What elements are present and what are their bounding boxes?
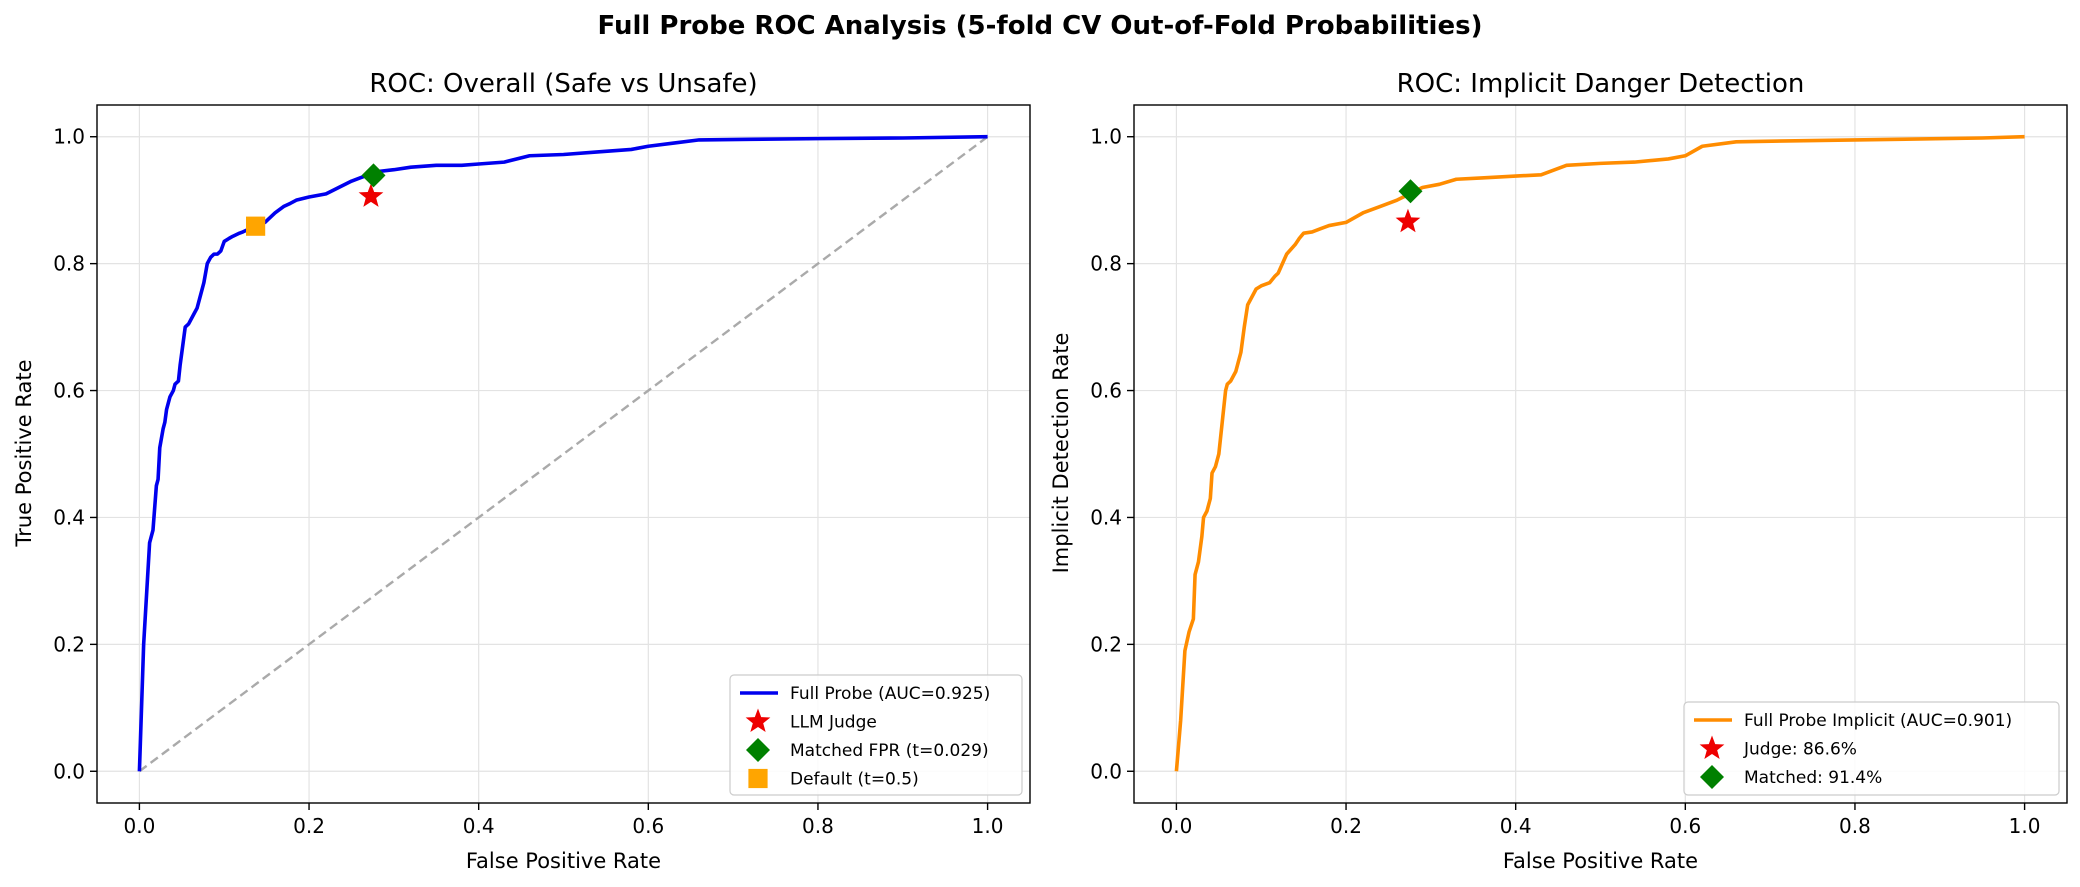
legend-star-swatch xyxy=(1699,735,1725,760)
x-tick-label: 1.0 xyxy=(2009,814,2041,838)
y-tick-label: 0.6 xyxy=(1090,379,1122,403)
y-tick-label: 0.6 xyxy=(53,379,85,403)
y-tick-label: 0.2 xyxy=(53,632,85,656)
diagonal-reference-line xyxy=(138,135,989,773)
grid-implicit xyxy=(1134,105,2067,803)
legend-box xyxy=(729,674,1023,796)
chart-overall-roc: ROC: Overall (Safe vs Unsafe) False Posi… xyxy=(12,69,1031,873)
point-diamond-2 xyxy=(1398,179,1423,204)
x-tick-label: 0.4 xyxy=(463,814,495,838)
legend-diamond-swatch xyxy=(746,738,770,762)
ticks-overall: 0.0 0.2 0.4 0.6 0.8 1.0 0.0 0.2 0.4 0.6 0.8 1.0 xyxy=(53,104,1031,838)
chart-title-implicit: ROC: Implicit Danger Detection xyxy=(1397,69,1805,99)
x-tick-label: 0.6 xyxy=(632,814,664,838)
legend-label: Matched: 91.4% xyxy=(1744,768,1882,788)
x-tick-label: 0.8 xyxy=(802,814,834,838)
legend-label: Matched FPR (t=0.029) xyxy=(790,741,989,761)
y-tick-label: 0.8 xyxy=(1090,252,1122,276)
y-tick-label: 0.4 xyxy=(53,505,85,529)
y-tick-label: 0.0 xyxy=(1090,759,1122,783)
legend-label: LLM Judge xyxy=(790,713,877,733)
axes-frame xyxy=(1133,104,2068,804)
chart-implicit-roc: ROC: Implicit Danger Detection False Pos… xyxy=(1049,69,2068,873)
legend-label: Full Probe Implicit (AUC=0.901) xyxy=(1744,711,2012,731)
y-axis-label-implicit: Implicit Detection Rate xyxy=(1049,333,1073,574)
y-tick-label: 1.0 xyxy=(53,125,85,149)
x-tick-label: 1.0 xyxy=(972,814,1004,838)
x-tick-label: 0.2 xyxy=(1330,814,1362,838)
legend-implicit: Full Probe Implicit (AUC=0.901) Judge: 86… xyxy=(1683,701,2060,796)
grid-overall xyxy=(97,105,1030,803)
roc-curve-line xyxy=(1174,134,2025,772)
legend-label: Full Probe (AUC=0.925) xyxy=(790,684,990,704)
x-tick-label: 0.2 xyxy=(293,814,325,838)
y-axis-label-overall: True Positive Rate xyxy=(12,359,36,547)
point-star-1 xyxy=(1395,208,1421,233)
y-tick-label: 0.8 xyxy=(53,252,85,276)
ticks-implicit: 0.0 0.2 0.4 0.6 0.8 1.0 0.0 0.2 0.4 0.6 0.8 1.0 xyxy=(1090,104,2068,838)
y-tick-label: 0.2 xyxy=(1090,632,1122,656)
point-diamond-2 xyxy=(361,163,386,188)
plot-area-implicit xyxy=(1174,134,2025,772)
legend-square-swatch xyxy=(748,768,768,789)
y-tick-label: 1.0 xyxy=(1090,125,1122,149)
legend-box xyxy=(1683,701,2060,796)
x-tick-label: 0.0 xyxy=(124,814,156,838)
x-axis-label-implicit: False Positive Rate xyxy=(1503,849,1698,873)
x-tick-label: 0.8 xyxy=(1839,814,1871,838)
x-tick-label: 0.4 xyxy=(1500,814,1532,838)
point-star-1 xyxy=(358,183,384,207)
x-tick-label: 0.0 xyxy=(1161,814,1193,838)
legend-diamond-swatch xyxy=(1700,765,1724,789)
axes-frame xyxy=(96,104,1031,804)
chart-title-overall: ROC: Overall (Safe vs Unsafe) xyxy=(369,69,757,99)
x-tick-label: 0.6 xyxy=(1669,814,1701,838)
legend-label: Judge: 86.6% xyxy=(1743,740,1857,760)
legend-label: Default (t=0.5) xyxy=(790,770,919,790)
legend-overall: Full Probe (AUC=0.925) LLM Judge Matched F… xyxy=(729,674,1023,796)
y-tick-label: 0.4 xyxy=(1090,505,1122,529)
point-square-3 xyxy=(246,216,266,236)
plot-area-overall xyxy=(137,134,989,773)
legend-star-swatch xyxy=(745,708,771,733)
x-axis-label-overall: False Positive Rate xyxy=(466,849,661,873)
figure-suptitle: Full Probe ROC Analysis (5-fold CV Out-o… xyxy=(598,11,1483,41)
y-tick-label: 0.0 xyxy=(53,759,85,783)
